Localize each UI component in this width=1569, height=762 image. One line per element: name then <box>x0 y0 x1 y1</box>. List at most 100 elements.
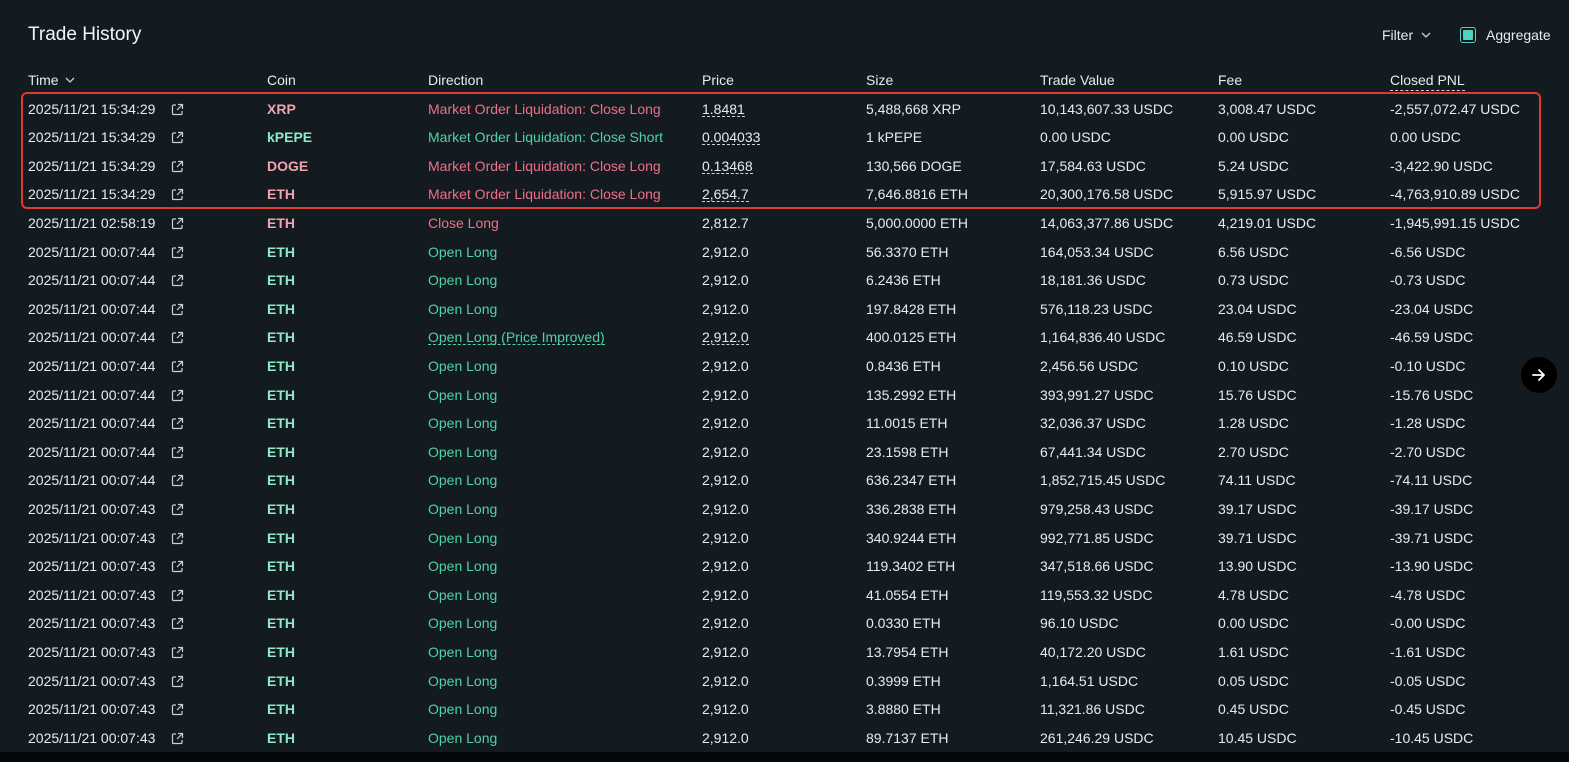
external-link-icon[interactable] <box>171 732 184 745</box>
table-row[interactable]: 2025/11/21 00:07:43 ETH Open Long 2,912.0 41… <box>0 581 1569 610</box>
column-header-size[interactable]: Size <box>866 72 894 88</box>
coin-cell[interactable]: ETH <box>267 186 295 203</box>
coin-cell[interactable]: ETH <box>267 329 295 346</box>
coin-cell[interactable]: ETH <box>267 615 295 632</box>
next-page-button[interactable] <box>1521 357 1557 393</box>
external-link-icon[interactable] <box>171 675 184 688</box>
external-link-icon[interactable] <box>171 389 184 402</box>
price-cell: 2,912.0 <box>702 695 749 724</box>
table-row[interactable]: 2025/11/21 00:07:43 ETH Open Long 2,912.0 0.… <box>0 609 1569 638</box>
table-row[interactable]: 2025/11/21 15:34:29 DOGE Market Order Liqu… <box>0 152 1569 181</box>
external-link-icon[interactable] <box>171 217 184 230</box>
size-cell: 3.8880 ETH <box>866 701 941 718</box>
filter-label: Filter <box>1382 27 1414 43</box>
price-cell: 2,912.0 <box>702 667 749 696</box>
coin-cell[interactable]: ETH <box>267 729 295 746</box>
table-row[interactable]: 2025/11/21 02:58:19 ETH Close Long 2,812.7 5… <box>0 209 1569 238</box>
column-header-trade-value[interactable]: Trade Value <box>1040 72 1115 88</box>
external-link-icon[interactable] <box>171 360 184 373</box>
external-link-icon[interactable] <box>171 131 184 144</box>
coin-cell[interactable]: ETH <box>267 472 295 489</box>
external-link-icon[interactable] <box>171 617 184 630</box>
external-link-icon[interactable] <box>171 446 184 459</box>
aggregate-checkbox[interactable] <box>1460 27 1476 43</box>
external-link-icon[interactable] <box>171 417 184 430</box>
price-cell: 2,912.0 <box>702 323 749 352</box>
external-link-icon[interactable] <box>171 160 184 173</box>
coin-cell[interactable]: ETH <box>267 672 295 689</box>
column-header-fee[interactable]: Fee <box>1218 72 1243 88</box>
external-link-icon[interactable] <box>171 274 184 287</box>
column-header-direction[interactable]: Direction <box>428 72 484 88</box>
coin-cell[interactable]: XRP <box>267 100 296 117</box>
column-header-coin[interactable]: Coin <box>267 72 296 88</box>
coin-cell[interactable]: DOGE <box>267 157 309 174</box>
table-row[interactable]: 2025/11/21 00:07:43 ETH Open Long 2,912.0 89… <box>0 724 1569 753</box>
table-row[interactable]: 2025/11/21 00:07:44 ETH Open Long 2,912.0 56… <box>0 238 1569 267</box>
aggregate-toggle[interactable]: Aggregate <box>1460 27 1551 43</box>
price-label: 2,654.7 <box>702 186 749 203</box>
table-row[interactable]: 2025/11/21 00:07:43 ETH Open Long 2,912.0 0.… <box>0 667 1569 696</box>
price-cell: 2,912.0 <box>702 638 749 667</box>
coin-cell[interactable]: ETH <box>267 443 295 460</box>
coin-cell[interactable]: ETH <box>267 243 295 260</box>
time-cell: 2025/11/21 00:07:43 <box>28 558 156 575</box>
external-link-icon[interactable] <box>171 188 184 201</box>
closed-pnl-cell: -4,763,910.89 USDC <box>1390 186 1520 203</box>
fee-cell: 0.45 USDC <box>1218 701 1289 718</box>
coin-cell[interactable]: kPEPE <box>267 129 313 146</box>
table-row[interactable]: 2025/11/21 00:07:44 ETH Open Long 2,912.0 13… <box>0 381 1569 410</box>
external-link-icon[interactable] <box>171 246 184 259</box>
table-row[interactable]: 2025/11/21 00:07:44 ETH Open Long (Price I… <box>0 323 1569 352</box>
fee-cell: 3,008.47 USDC <box>1218 100 1317 117</box>
direction-label: Open Long <box>428 558 498 575</box>
coin-cell[interactable]: ETH <box>267 386 295 403</box>
coin-cell[interactable]: ETH <box>267 415 295 432</box>
table-row[interactable]: 2025/11/21 00:07:43 ETH Open Long 2,912.0 33… <box>0 495 1569 524</box>
table-row[interactable]: 2025/11/21 15:34:29 ETH Market Order Liqui… <box>0 180 1569 209</box>
coin-cell[interactable]: ETH <box>267 272 295 289</box>
external-link-icon[interactable] <box>171 589 184 602</box>
table-row[interactable]: 2025/11/21 00:07:43 ETH Open Long 2,912.0 13… <box>0 638 1569 667</box>
external-link-icon[interactable] <box>171 474 184 487</box>
coin-cell[interactable]: ETH <box>267 214 295 231</box>
coin-cell[interactable]: ETH <box>267 300 295 317</box>
external-link-icon[interactable] <box>171 646 184 659</box>
price-cell: 2,912.0 <box>702 581 749 610</box>
external-link-icon[interactable] <box>171 331 184 344</box>
closed-pnl-cell: -39.17 USDC <box>1390 500 1474 517</box>
table-row[interactable]: 2025/11/21 00:07:43 ETH Open Long 2,912.0 34… <box>0 524 1569 553</box>
external-link-icon[interactable] <box>171 303 184 316</box>
column-header-price[interactable]: Price <box>702 72 734 88</box>
coin-cell[interactable]: ETH <box>267 586 295 603</box>
coin-cell[interactable]: ETH <box>267 701 295 718</box>
table-row[interactable]: 2025/11/21 15:34:29 kPEPE Market Order Liq… <box>0 123 1569 152</box>
coin-cell[interactable]: ETH <box>267 643 295 660</box>
table-row[interactable]: 2025/11/21 00:07:44 ETH Open Long 2,912.0 11… <box>0 409 1569 438</box>
filter-dropdown[interactable]: Filter <box>1382 27 1431 43</box>
external-link-icon[interactable] <box>171 103 184 116</box>
price-label: 1.8481 <box>702 100 745 117</box>
table-row[interactable]: 2025/11/21 15:34:29 XRP Market Order Liqui… <box>0 95 1569 124</box>
direction-cell: Market Order Liquidation: Close Long <box>428 152 661 181</box>
coin-cell[interactable]: ETH <box>267 500 295 517</box>
table-row[interactable]: 2025/11/21 00:07:44 ETH Open Long 2,912.0 63… <box>0 466 1569 495</box>
external-link-icon[interactable] <box>171 560 184 573</box>
direction-cell: Open Long <box>428 266 497 295</box>
price-label: 2,912.0 <box>702 386 749 403</box>
external-link-icon[interactable] <box>171 503 184 516</box>
coin-cell[interactable]: ETH <box>267 529 295 546</box>
external-link-icon[interactable] <box>171 532 184 545</box>
table-row[interactable]: 2025/11/21 00:07:43 ETH Open Long 2,912.0 3.… <box>0 695 1569 724</box>
table-row[interactable]: 2025/11/21 00:07:44 ETH Open Long 2,912.0 6.… <box>0 266 1569 295</box>
external-link-icon[interactable] <box>171 703 184 716</box>
column-header-closed-pnl[interactable]: Closed PNL <box>1390 72 1465 91</box>
table-row[interactable]: 2025/11/21 00:07:44 ETH Open Long 2,912.0 19… <box>0 295 1569 324</box>
table-row[interactable]: 2025/11/21 00:07:44 ETH Open Long 2,912.0 23… <box>0 438 1569 467</box>
coin-cell[interactable]: ETH <box>267 558 295 575</box>
table-row[interactable]: 2025/11/21 00:07:44 ETH Open Long 2,912.0 0.… <box>0 352 1569 381</box>
column-header-time[interactable]: Time <box>28 72 75 90</box>
closed-pnl-cell: 0.00 USDC <box>1390 129 1461 146</box>
coin-cell[interactable]: ETH <box>267 357 295 374</box>
table-row[interactable]: 2025/11/21 00:07:43 ETH Open Long 2,912.0 11… <box>0 552 1569 581</box>
